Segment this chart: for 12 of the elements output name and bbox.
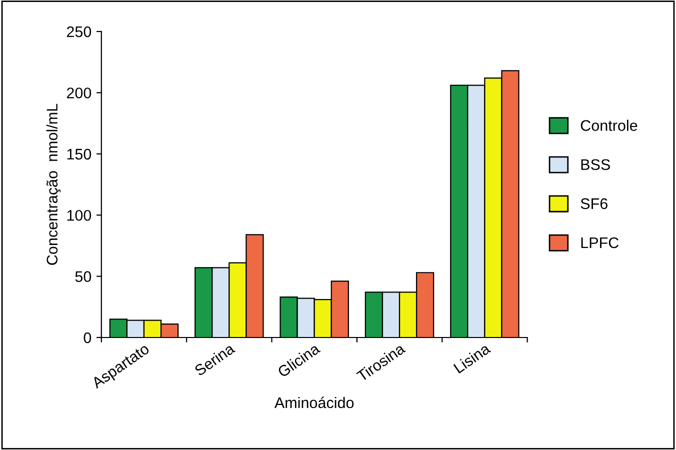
y-tick-label: 50 — [75, 271, 92, 282]
legend-label: LPFC — [581, 237, 619, 248]
y-tick-label: 250 — [66, 26, 92, 38]
y-tick-label: 0 — [84, 332, 92, 344]
y-tick-label: 200 — [66, 88, 92, 98]
legend-label: Controle — [580, 120, 638, 131]
x-axis-title: Aminoácido — [274, 396, 354, 408]
legend-label: BSS — [581, 159, 610, 170]
legend-label: SF6 — [580, 198, 608, 210]
y-tick-label: 100 — [67, 210, 92, 221]
y-tick-label: 150 — [67, 148, 92, 160]
y-axis-title: Concentração nmol/mL — [46, 104, 61, 265]
